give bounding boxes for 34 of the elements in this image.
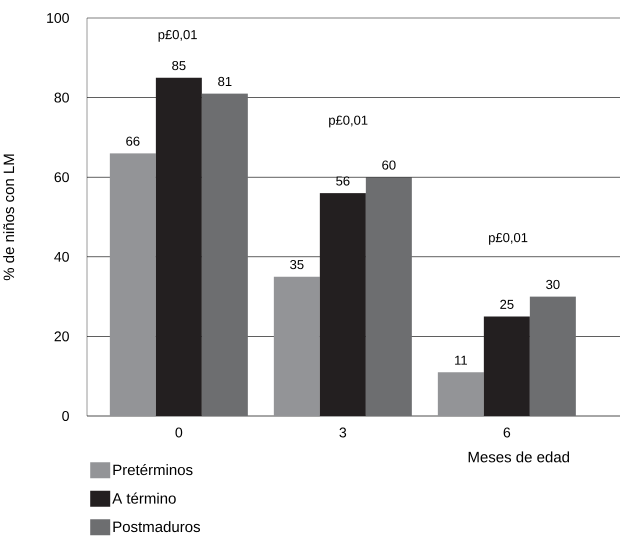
legend-label: A término <box>112 492 176 504</box>
x-axis-title: Meses de edad <box>468 451 570 462</box>
bar <box>156 78 202 416</box>
annotation: p£0,01 <box>329 116 368 128</box>
bar <box>366 177 412 416</box>
data-label: 35 <box>290 260 304 270</box>
bar <box>320 193 366 416</box>
y-tick-label: 80 <box>54 92 69 103</box>
data-label: 11 <box>455 356 467 365</box>
bar <box>274 276 320 416</box>
bar <box>484 316 530 416</box>
y-tick-label: 60 <box>54 172 69 182</box>
y-tick-label: 0 <box>62 411 69 421</box>
y-tick-label: 100 <box>47 13 69 23</box>
data-label: 25 <box>500 300 514 309</box>
x-tick-label: 3 <box>339 428 346 438</box>
x-tick-label: 6 <box>504 428 510 438</box>
data-label: 81 <box>218 76 232 86</box>
x-tick-label: 0 <box>176 428 182 438</box>
bar <box>202 94 248 416</box>
annotation: p£0,01 <box>158 30 197 42</box>
y-tick-label: 40 <box>54 252 69 262</box>
data-label: 60 <box>382 160 396 170</box>
legend-label: Pretérminos <box>113 464 192 476</box>
y-axis-title: % de niños con LM <box>3 154 14 280</box>
bar <box>110 153 156 416</box>
annotation: p£0,01 <box>489 232 528 245</box>
data-label: 66 <box>126 136 140 146</box>
data-label: 30 <box>546 280 560 290</box>
data-label: 85 <box>172 60 186 70</box>
bar <box>438 372 484 416</box>
bar <box>530 296 576 416</box>
legend-label: Postmaduros <box>113 521 200 532</box>
y-tick-label: 20 <box>54 331 69 342</box>
